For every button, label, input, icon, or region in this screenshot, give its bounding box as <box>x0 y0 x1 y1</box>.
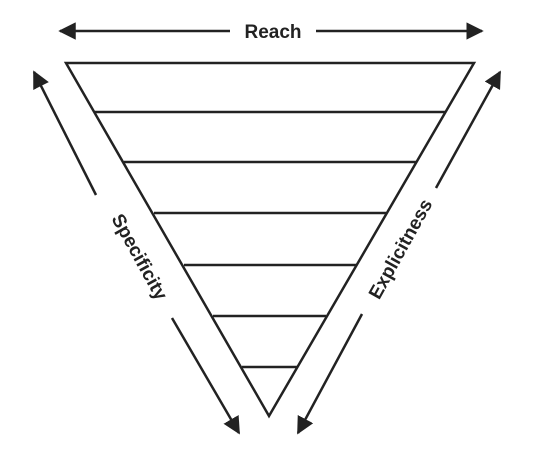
specificity-arrow-upper <box>32 70 98 196</box>
specificity-arrow-lower <box>170 317 241 435</box>
inverted-pyramid <box>63 61 477 419</box>
reach-label: Reach <box>244 22 301 43</box>
reach-arrow: Reach <box>58 22 484 43</box>
explicitness-arrow-lower <box>296 313 364 435</box>
pyramid-layers <box>95 110 445 369</box>
explicitness-arrow-upper <box>434 70 502 189</box>
